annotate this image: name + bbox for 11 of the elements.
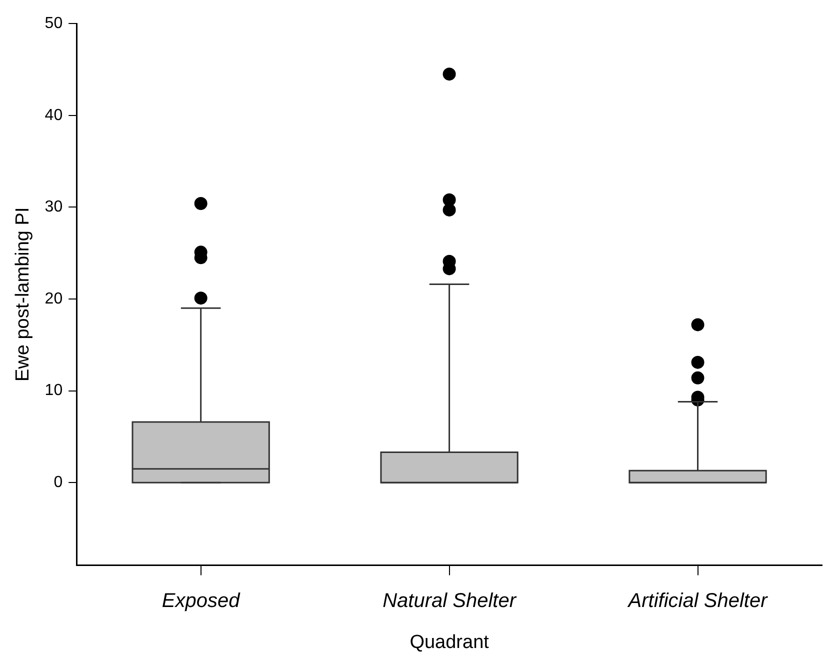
y-tick-label: 40 bbox=[44, 106, 63, 124]
y-tick-label: 30 bbox=[44, 198, 63, 216]
y-axis-title: Ewe post-lambing PI bbox=[12, 207, 34, 382]
y-tick-label: 10 bbox=[44, 382, 63, 400]
y-tick-label: 20 bbox=[44, 290, 63, 308]
x-tick-label: Artificial Shelter bbox=[627, 590, 769, 612]
y-tick-label: 0 bbox=[54, 474, 63, 491]
x-tick-label: Exposed bbox=[162, 590, 241, 612]
x-tick-label: Natural Shelter bbox=[382, 590, 518, 612]
y-tick-label: 50 bbox=[44, 15, 63, 32]
x-axis-title: Quadrant bbox=[410, 632, 490, 653]
